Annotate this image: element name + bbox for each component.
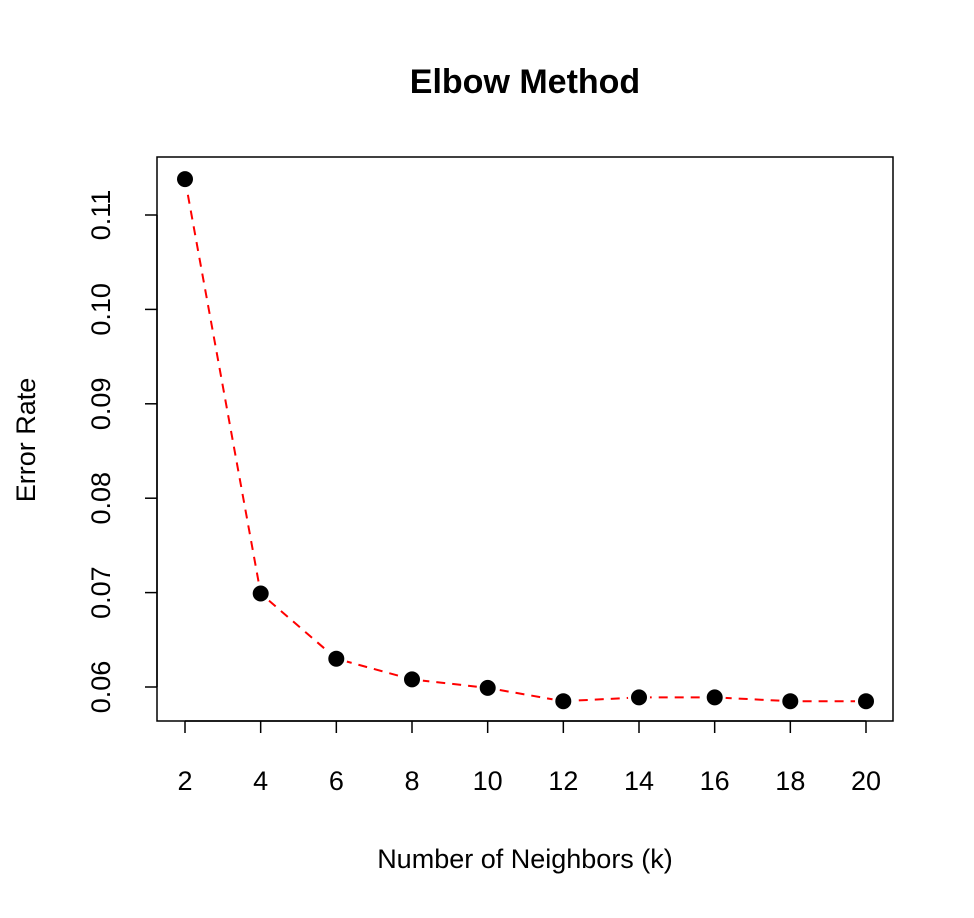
y-tick-label: 0.08 bbox=[86, 472, 116, 525]
y-tick-label: 0.11 bbox=[86, 190, 116, 241]
series-layer bbox=[184, 178, 866, 703]
x-tick-label: 16 bbox=[700, 766, 730, 796]
data-point bbox=[479, 679, 496, 696]
data-point bbox=[404, 671, 420, 688]
data-point bbox=[555, 693, 572, 710]
y-axis: 0.06 0.07 0.08 0.09 0.10 0.11 bbox=[86, 190, 158, 714]
data-point bbox=[177, 171, 193, 188]
x-axis: 2 4 6 8 10 12 14 16 18 20 bbox=[177, 720, 881, 796]
y-tick-label: 0.10 bbox=[86, 283, 116, 336]
data-point bbox=[858, 693, 874, 710]
data-point bbox=[782, 693, 799, 710]
data-point bbox=[252, 585, 269, 602]
data-point bbox=[706, 689, 723, 706]
y-tick-label: 0.06 bbox=[86, 661, 116, 714]
y-tick-label: 0.07 bbox=[86, 566, 116, 619]
y-axis-label: Error Rate bbox=[11, 378, 41, 503]
data-point bbox=[328, 650, 345, 667]
series-line bbox=[184, 178, 866, 703]
x-tick-label: 10 bbox=[473, 766, 503, 796]
y-tick-label: 0.09 bbox=[86, 378, 116, 431]
x-tick-label: 2 bbox=[177, 766, 192, 796]
x-tick-label: 14 bbox=[624, 766, 654, 796]
x-tick-label: 4 bbox=[253, 766, 268, 796]
plot-frame bbox=[156, 156, 894, 722]
x-tick-label: 6 bbox=[329, 766, 344, 796]
data-point bbox=[631, 689, 647, 706]
x-tick-label: 20 bbox=[851, 766, 881, 796]
x-tick-label: 12 bbox=[548, 766, 578, 796]
chart-title: Elbow Method bbox=[410, 63, 640, 101]
x-axis-label: Number of Neighbors (k) bbox=[377, 844, 673, 874]
points-layer bbox=[174, 168, 877, 713]
x-tick-label: 18 bbox=[775, 766, 805, 796]
x-tick-label: 8 bbox=[404, 766, 419, 796]
